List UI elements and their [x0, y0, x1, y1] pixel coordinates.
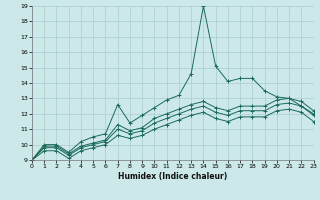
X-axis label: Humidex (Indice chaleur): Humidex (Indice chaleur) [118, 172, 228, 181]
